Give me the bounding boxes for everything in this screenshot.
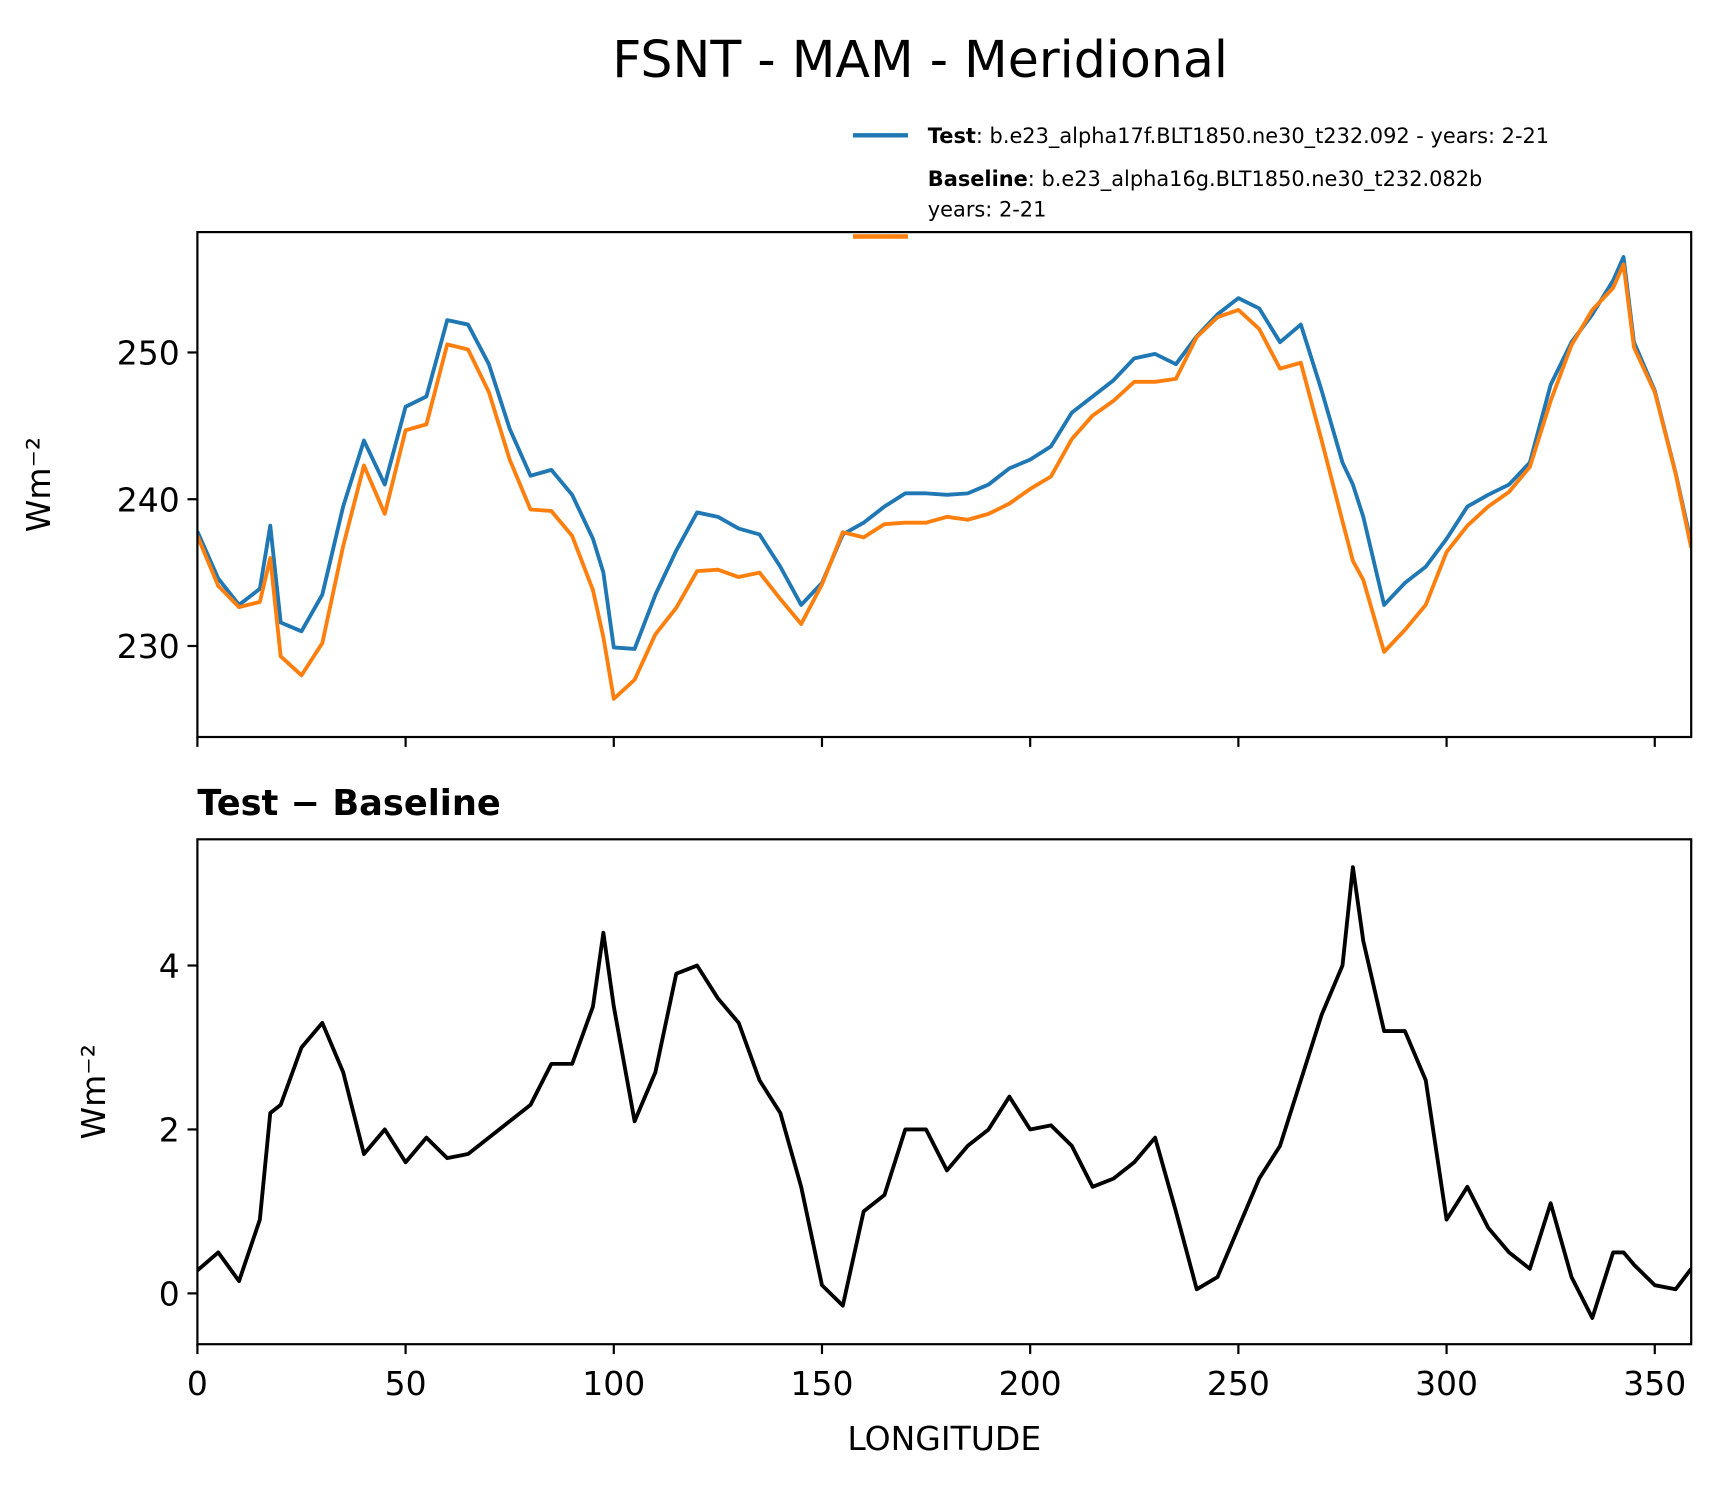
series-line [197,262,1692,701]
x-axis-label: LONGITUDE [847,1419,1041,1458]
axes-frame [196,838,1693,1346]
legend-description: years: 2-21 [928,198,1047,222]
x-tick-label: 100 [582,1364,645,1403]
figure-title: FSNT - MAM - Meridional [612,30,1228,89]
legend-label: Test: b.e23_alpha17f.BLT1850.ne30_t232.0… [928,124,1549,149]
y-tick-label: 0 [159,1274,180,1313]
x-tick-label: 50 [385,1364,427,1403]
y-tick-label: 240 [117,480,180,519]
legend-name: Baseline [928,167,1028,191]
legend-name: Test [928,124,976,148]
y-tick-label: 2 [159,1111,180,1150]
y-axis-label: Wm⁻² [74,1044,113,1139]
chart-title: Test − Baseline [197,783,500,824]
x-tick-label: 350 [1623,1364,1686,1403]
x-tick-label: 0 [187,1364,208,1403]
x-tick-label: 300 [1415,1364,1478,1403]
y-tick-label: 250 [117,334,180,373]
y-tick-label: 230 [117,627,180,666]
series-line [197,255,1692,651]
axes-frame [196,231,1693,739]
series-line [197,865,1692,1320]
x-tick-label: 250 [1207,1364,1270,1403]
legend-label: Baseline: b.e23_alpha16g.BLT1850.ne30_t2… [928,167,1482,192]
x-tick-label: 150 [790,1364,853,1403]
plot-area [197,255,1692,701]
legend-description: : b.e23_alpha17f.BLT1850.ne30_t232.092 -… [976,124,1549,149]
y-axis-label: Wm⁻² [19,437,58,532]
plot-area [197,865,1692,1320]
x-tick-label: 200 [999,1364,1062,1403]
y-tick-label: 4 [159,947,180,986]
legend-description: : b.e23_alpha16g.BLT1850.ne30_t232.082b [1028,167,1482,192]
